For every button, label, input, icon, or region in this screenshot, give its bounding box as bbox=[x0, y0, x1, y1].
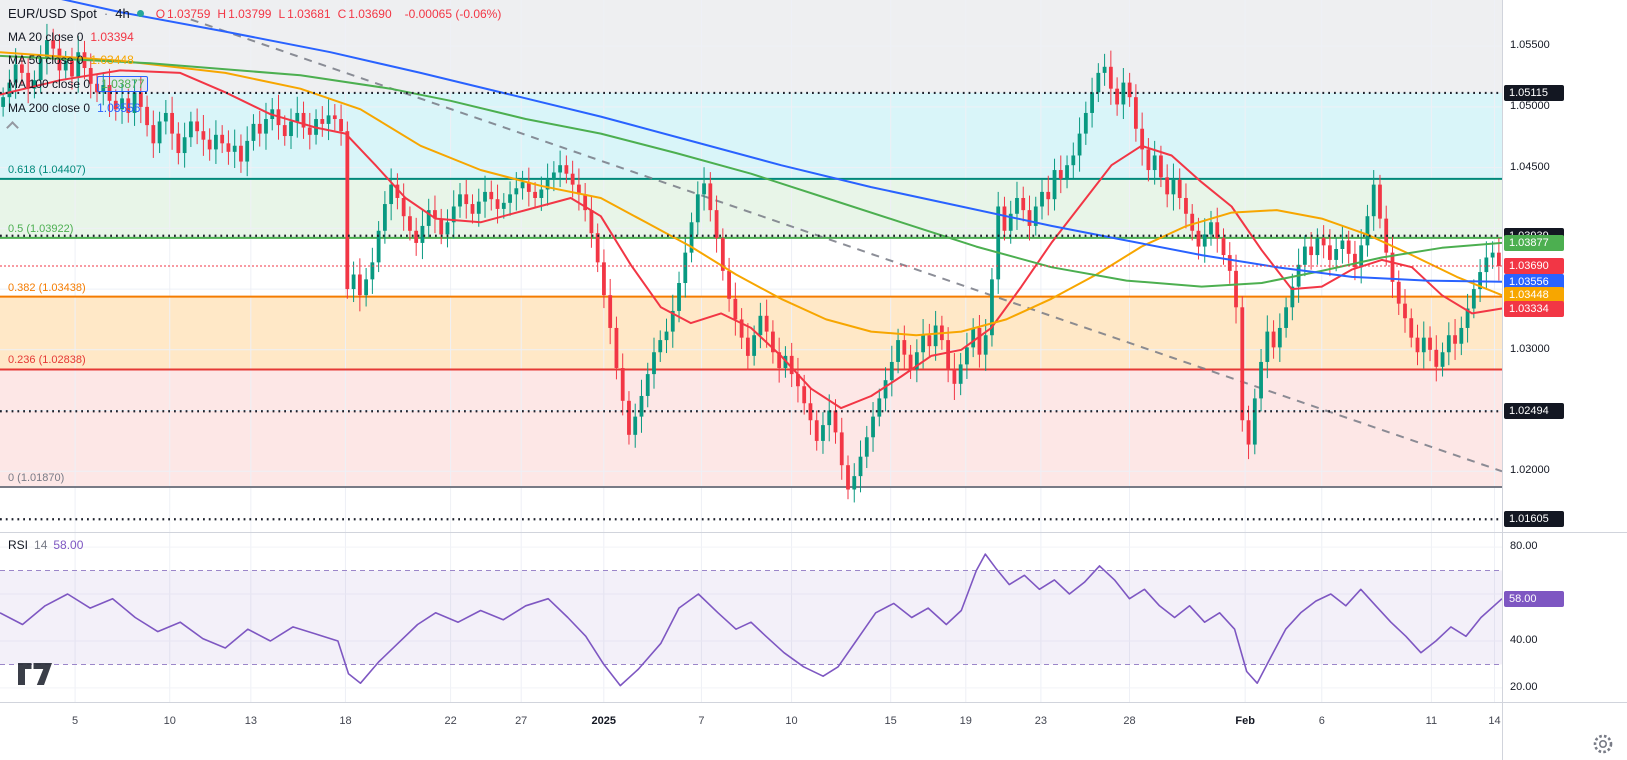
rsi-pane[interactable]: RSI 14 58.00 bbox=[0, 533, 1502, 702]
time-axis-label[interactable]: 11 bbox=[1425, 715, 1438, 727]
ohlc-values: O 1.03759 H 1.03799 L 1.03681 C 1.03690 bbox=[151, 7, 392, 21]
fib-label-0.382[interactable]: 0.382 (1.03438) bbox=[8, 281, 86, 294]
time-axis-label[interactable]: 2025 bbox=[591, 715, 617, 727]
realtime-status-dot bbox=[136, 10, 144, 17]
close-label: C bbox=[337, 6, 347, 21]
indicator-value: 1.03556 bbox=[97, 101, 141, 115]
time-axis-label[interactable]: 18 bbox=[339, 715, 352, 727]
ma100-line[interactable] bbox=[0, 54, 1502, 288]
time-axis-label[interactable]: 27 bbox=[515, 715, 528, 727]
pane-divider[interactable] bbox=[0, 532, 1627, 533]
time-axis-label[interactable]: 23 bbox=[1034, 715, 1047, 727]
price-axis-label: 1.02000 bbox=[1510, 464, 1550, 477]
interval-label[interactable]: 4h bbox=[115, 6, 130, 21]
indicator-legend-list: MA 20 close 0 1.03394 MA 50 close 0 1.03448… bbox=[8, 30, 501, 115]
indicator-value: 1.03448 bbox=[90, 53, 134, 67]
axis-divider bbox=[0, 702, 1627, 703]
level-price-badge: 1.05115 bbox=[1504, 84, 1564, 101]
legend-collapse-icon[interactable] bbox=[8, 123, 18, 129]
fib-label-0[interactable]: 0 (1.01870) bbox=[8, 472, 65, 485]
price-pane[interactable]: EUR/USD Spot · 4h O 1.03759 H 1.03799 L … bbox=[0, 0, 1502, 532]
open-value: 1.03759 bbox=[167, 6, 211, 21]
price-scale-divider bbox=[1502, 0, 1503, 760]
level-price-badge: 1.02494 bbox=[1504, 403, 1564, 420]
time-axis-label[interactable]: 7 bbox=[698, 715, 705, 727]
fib-level-lines bbox=[0, 177, 1502, 489]
high-label: H bbox=[217, 6, 227, 21]
price-axis-label: 1.05500 bbox=[1510, 39, 1550, 52]
axis-corner bbox=[1503, 703, 1627, 760]
level-price-badge: 1.01605 bbox=[1504, 511, 1564, 528]
indicator-legend-ma100[interactable]: MA 100 close 0 1.03877 bbox=[8, 76, 501, 92]
low-label: L bbox=[278, 6, 286, 21]
dotted-levels bbox=[0, 91, 1502, 521]
ma-price-badge: 1.03877 bbox=[1504, 235, 1564, 252]
candlestick-chart[interactable] bbox=[0, 0, 1502, 532]
ma200-line[interactable] bbox=[0, 0, 1502, 283]
price-axis-label: 1.05000 bbox=[1510, 99, 1550, 112]
time-axis-label[interactable]: 13 bbox=[244, 715, 257, 727]
indicator-legend-ma200[interactable]: MA 200 close 0 1.03556 bbox=[8, 101, 501, 115]
rsi-axis[interactable]: 80.00 40.00 20.00 58.00 bbox=[1503, 533, 1627, 702]
fib-label-0.5[interactable]: 0.5 (1.03922) bbox=[8, 222, 74, 235]
legend-separator: · bbox=[103, 6, 109, 21]
change-value: -0.00065 (-0.06%) bbox=[404, 6, 502, 21]
indicator-title: MA 200 close 0 bbox=[8, 101, 91, 115]
symbol-name[interactable]: EUR/USD Spot bbox=[8, 6, 97, 21]
time-axis-label[interactable]: 6 bbox=[1318, 715, 1325, 727]
settings-gear-icon[interactable] bbox=[1592, 733, 1614, 755]
time-axis-label[interactable]: 19 bbox=[959, 715, 972, 727]
ma-price-badge: 1.03556 bbox=[1504, 274, 1564, 291]
ma20-line[interactable] bbox=[0, 69, 1502, 410]
close-value: 1.03690 bbox=[348, 6, 392, 21]
open-label: O bbox=[155, 6, 166, 21]
time-axis-label[interactable]: Feb bbox=[1235, 715, 1255, 727]
time-axis-label[interactable]: 5 bbox=[72, 715, 79, 727]
tradingview-logo[interactable] bbox=[18, 663, 54, 685]
time-axis[interactable]: 5 10 13 18 22 27 2025 7 10 15 19 23 28 Feb 6 11 14 bbox=[0, 703, 1502, 760]
time-axis-label[interactable]: 22 bbox=[444, 715, 457, 727]
time-axis-label[interactable]: 14 bbox=[1488, 715, 1501, 727]
candles-layer bbox=[1, 23, 1501, 503]
rsi-axis-label: 40.00 bbox=[1510, 633, 1538, 646]
fib-label-0.618[interactable]: 0.618 (1.04407) bbox=[8, 163, 86, 176]
rsi-legend-row[interactable]: RSI 14 58.00 bbox=[8, 538, 83, 552]
indicator-legend-ma50[interactable]: MA 50 close 0 1.03448 bbox=[8, 53, 501, 67]
indicator-value: 1.03877 bbox=[97, 76, 149, 92]
time-axis-label[interactable]: 10 bbox=[163, 715, 176, 727]
symbol-legend-row[interactable]: EUR/USD Spot · 4h O 1.03759 H 1.03799 L … bbox=[8, 6, 501, 21]
price-axis[interactable]: 1.05500 1.05000 1.04500 1.03000 1.02000 1.051… bbox=[1503, 0, 1627, 532]
time-axis-label[interactable]: 15 bbox=[884, 715, 897, 727]
ma-price-badge: 1.03448 bbox=[1504, 287, 1564, 304]
rsi-grid bbox=[0, 533, 1502, 702]
price-axis-label: 1.04500 bbox=[1510, 160, 1550, 173]
rsi-axis-label: 80.00 bbox=[1510, 540, 1538, 553]
chart-legend: EUR/USD Spot · 4h O 1.03759 H 1.03799 L … bbox=[8, 6, 501, 129]
rsi-band bbox=[0, 570, 1502, 665]
low-value: 1.03681 bbox=[287, 6, 331, 21]
indicator-value: 1.03394 bbox=[90, 30, 134, 44]
ma-price-badge: 1.03334 bbox=[1504, 301, 1564, 318]
time-axis-label[interactable]: 28 bbox=[1123, 715, 1136, 727]
price-axis-label: 1.03000 bbox=[1510, 342, 1550, 355]
high-value: 1.03799 bbox=[228, 6, 272, 21]
indicator-title: MA 50 close 0 bbox=[8, 53, 84, 67]
trendline[interactable] bbox=[190, 18, 1502, 473]
rsi-line bbox=[0, 553, 1502, 687]
rsi-label: RSI bbox=[8, 538, 29, 552]
time-axis-label[interactable]: 10 bbox=[785, 715, 798, 727]
last-price-badge: 1.03690 bbox=[1504, 258, 1564, 274]
rsi-chart[interactable] bbox=[0, 533, 1502, 702]
rsi-params: 14 bbox=[34, 538, 48, 552]
rsi-value-badge: 58.00 bbox=[1504, 590, 1564, 607]
indicator-title: MA 100 close 0 bbox=[8, 77, 91, 91]
rsi-axis-label: 20.00 bbox=[1510, 680, 1538, 693]
rsi-value: 58.00 bbox=[53, 538, 84, 552]
fib-label-0.236[interactable]: 0.236 (1.02838) bbox=[8, 354, 86, 367]
indicator-title: MA 20 close 0 bbox=[8, 30, 84, 44]
indicator-legend-ma20[interactable]: MA 20 close 0 1.03394 bbox=[8, 30, 501, 44]
ma50-line[interactable] bbox=[0, 51, 1502, 337]
